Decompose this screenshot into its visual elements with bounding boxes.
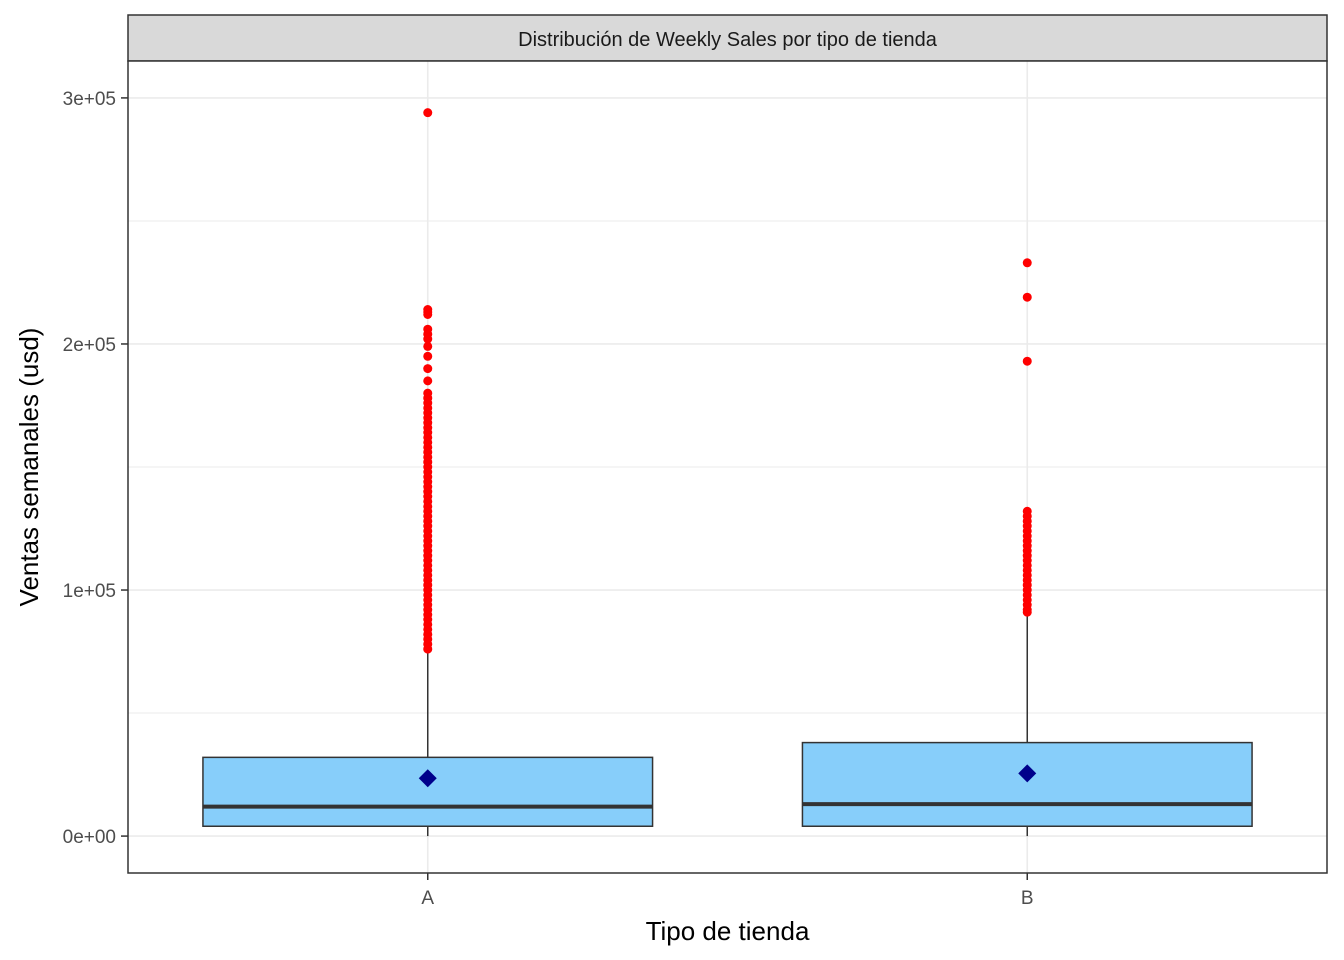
y-tick-label: 3e+05 (63, 89, 116, 110)
boxes-layer (202, 614, 1253, 837)
outlier-point-B (1022, 258, 1032, 268)
outlier-point-A (423, 108, 433, 118)
outlier-point-A (423, 351, 433, 361)
grid-lines (128, 61, 1327, 873)
x-axis-title: Tipo de tienda (646, 916, 810, 946)
box-B (801, 741, 1253, 827)
x-tick-label: B (1021, 888, 1034, 909)
outlier-point-A (423, 334, 433, 344)
outliers-layer (423, 108, 1032, 654)
chart-title: Distribución de Weekly Sales por tipo de… (518, 29, 938, 51)
box-A (202, 756, 654, 827)
facet-strip (127, 14, 1328, 62)
y-tick-label: 2e+05 (63, 335, 116, 356)
means-layer (418, 764, 1037, 788)
outlier-point-B (1022, 607, 1032, 617)
mean-marker-B (1018, 764, 1037, 783)
y-tick-label: 1e+05 (63, 581, 116, 602)
outlier-point-B (1022, 356, 1032, 366)
outlier-point-A (423, 341, 433, 351)
outlier-point-A (423, 364, 433, 374)
y-axis: 0e+00 1e+05 2e+05 3e+05 (63, 89, 128, 848)
y-tick-label: 0e+00 (63, 827, 116, 848)
mean-marker-A (418, 769, 437, 788)
outlier-point-A (423, 376, 433, 386)
outlier-point-A (423, 644, 433, 654)
x-tick-label: A (421, 888, 434, 909)
plot-panel-border (127, 60, 1328, 874)
y-axis-title: Ventas semanales (usd) (14, 328, 44, 607)
outlier-point-B (1022, 292, 1032, 302)
outlier-point-A (423, 309, 433, 319)
